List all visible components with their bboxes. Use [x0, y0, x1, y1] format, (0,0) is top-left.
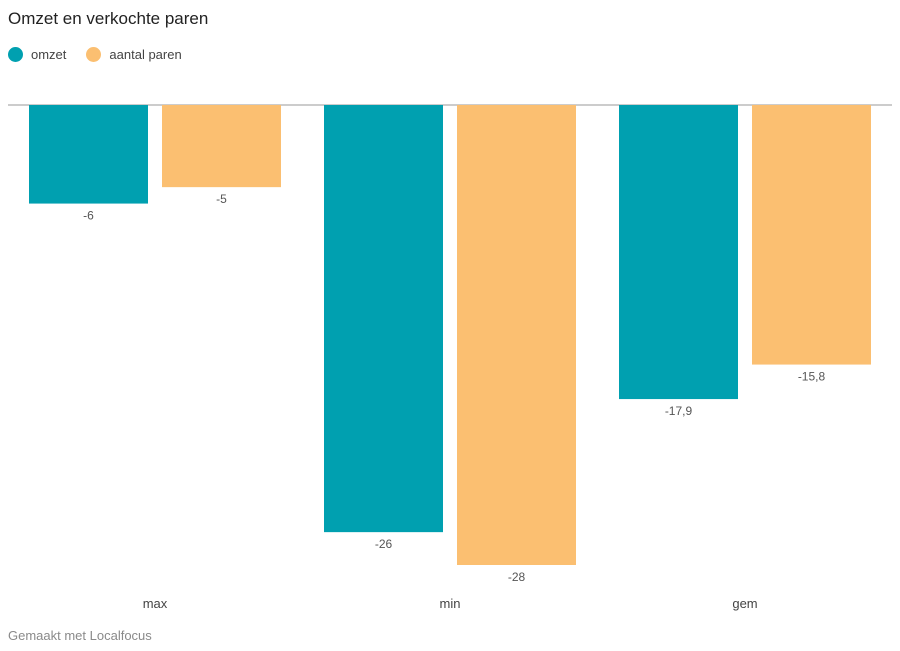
category-label-gem: gem: [732, 596, 757, 611]
bar-omzet-gem[interactable]: [619, 105, 738, 400]
bar-omzet-min[interactable]: [324, 105, 443, 533]
legend-swatch-omzet: [8, 47, 23, 62]
legend-swatch-aantal-paren: [86, 47, 102, 62]
chart-title: Omzet en verkochte paren: [8, 9, 209, 28]
data-label-aantal-paren-gem: -15,8: [798, 370, 826, 384]
bar-chart: -6 -5 max -26 -28 min -17,9 -15,8 gem: [8, 104, 892, 611]
legend-label-omzet: omzet: [31, 47, 67, 62]
bar-aantal-paren-max[interactable]: [162, 105, 281, 188]
data-label-aantal-paren-min: -28: [508, 570, 526, 584]
category-label-max: max: [143, 596, 168, 611]
data-label-aantal-paren-max: -5: [216, 192, 227, 206]
category-label-min: min: [440, 596, 461, 611]
bar-omzet-max[interactable]: [29, 105, 148, 204]
bar-aantal-paren-gem[interactable]: [752, 105, 871, 365]
legend-label-aantal-paren: aantal paren: [109, 47, 182, 62]
data-label-omzet-gem: -17,9: [665, 404, 693, 418]
data-label-omzet-max: -6: [83, 209, 94, 223]
data-label-omzet-min: -26: [375, 537, 393, 551]
legend-item-omzet[interactable]: omzet: [8, 47, 66, 62]
credit-footer: Gemaakt met Localfocus: [8, 628, 152, 643]
legend: omzet aantal paren: [8, 47, 202, 62]
bar-aantal-paren-min[interactable]: [457, 105, 576, 565]
legend-item-aantal-paren[interactable]: aantal paren: [86, 47, 182, 62]
